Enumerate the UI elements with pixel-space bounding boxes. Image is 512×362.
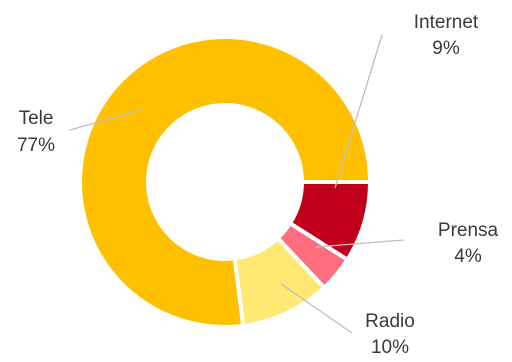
slice-label-prensa: Prensa: [438, 220, 499, 241]
leader-line-internet: [334, 34, 383, 189]
leader-line-tele: [69, 109, 142, 131]
slice-value-radio: 10%: [371, 337, 409, 357]
leader-line-prensa: [315, 239, 405, 248]
slice-label-tele: Tele: [19, 108, 54, 129]
slices: [78, 35, 373, 329]
leader-line-radio: [280, 283, 353, 334]
slice-value-tele: 77%: [17, 135, 55, 156]
slice-label-internet: Internet: [414, 12, 479, 33]
slice-tele: [78, 35, 373, 329]
slice-value-internet: 9%: [432, 38, 460, 59]
slice-value-prensa: 4%: [454, 246, 482, 267]
slice-label-radio: Radio: [365, 311, 415, 332]
